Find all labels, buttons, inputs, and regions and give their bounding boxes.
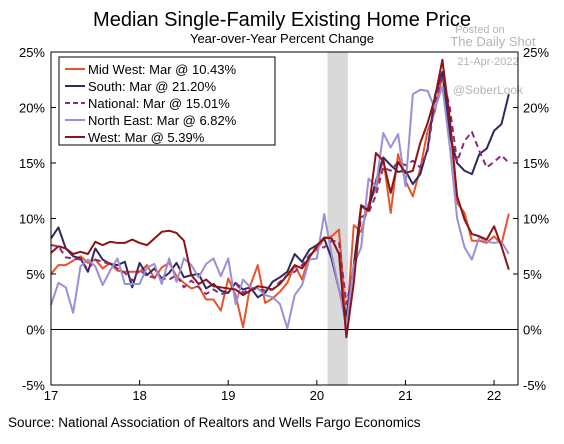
legend: Mid West: Mar @ 10.43% South: Mar @ 21.20…: [58, 56, 276, 146]
axes: -5% -5% 0% 0% 5% 5% 10% 10% 15% 15% 20% 20% 25% 25% 17…: [19, 45, 549, 403]
y-tick-label-right: 15%: [523, 156, 549, 171]
watermark-publisher: The Daily Shot: [450, 34, 536, 49]
y-tick-label-left: -5%: [22, 378, 46, 393]
series-line-1: [50, 70, 510, 318]
y-tick-label-left: 10%: [19, 212, 45, 227]
y-tick-label-left: 20%: [19, 101, 45, 116]
y-tick-label-right: 5%: [523, 267, 542, 282]
x-tick-label: 18: [132, 388, 146, 403]
watermark-posted: Posted on: [455, 24, 505, 36]
legend-label: South: Mar @ 21.20%: [88, 79, 217, 94]
chart-subtitle: Year-over-Year Percent Change: [190, 31, 374, 46]
y-tick-label-right: 0%: [523, 323, 542, 338]
recession-band: [327, 52, 348, 385]
y-tick-label-left: 0%: [26, 323, 45, 338]
y-tick-label-left: 5%: [26, 267, 45, 282]
watermark-handle: @SoberLook: [453, 83, 524, 97]
chart-source: Source: National Association of Realtors…: [8, 415, 421, 430]
series-layer: [50, 58, 510, 339]
y-tick-label-right: -5%: [523, 378, 547, 393]
watermark-date: 21-Apr-2022: [457, 56, 518, 68]
y-tick-label-left: 25%: [19, 45, 45, 60]
x-tick-label: 17: [44, 388, 58, 403]
series-line-2: [50, 74, 510, 305]
chart-title: Median Single-Family Existing Home Price: [93, 9, 471, 31]
y-tick-label-left: 15%: [19, 156, 45, 171]
y-tick-label-right: 20%: [523, 101, 549, 116]
y-tick-label-right: 10%: [523, 212, 549, 227]
x-tick-label: 22: [487, 388, 501, 403]
legend-label: Mid West: Mar @ 10.43%: [88, 62, 237, 77]
legend-box: [58, 56, 276, 146]
x-tick-label: 19: [221, 388, 235, 403]
legend-label: West: Mar @ 5.39%: [88, 130, 205, 145]
y-tick-label-right: 25%: [523, 45, 549, 60]
series-line-4: [50, 58, 510, 339]
legend-label: North East: Mar @ 6.82%: [88, 113, 237, 128]
x-tick-label: 21: [398, 388, 412, 403]
legend-label: National: Mar @ 15.01%: [88, 96, 230, 111]
x-tick-label: 20: [310, 388, 324, 403]
